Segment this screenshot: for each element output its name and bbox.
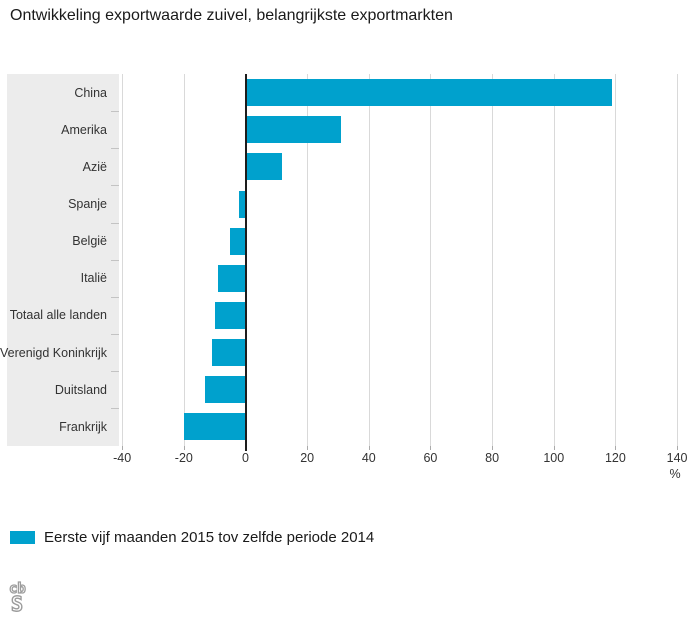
x-axis-tick-60 — [430, 446, 432, 450]
x-tick-label-40: 40 — [361, 451, 376, 465]
row-boundary-tick — [111, 185, 119, 187]
x-tick-label--40: -40 — [113, 451, 132, 465]
gridline-40 — [368, 74, 370, 446]
bar-verenigd-koninkrijk — [211, 339, 246, 367]
legend-label: Eerste vijf maanden 2015 tov zelfde peri… — [44, 529, 375, 546]
row-boundary-tick — [111, 222, 119, 224]
x-axis-tick-80 — [492, 446, 494, 450]
zero-axis-line — [244, 74, 247, 451]
bar-azië — [245, 153, 283, 181]
category-label-spanje: Spanje — [68, 197, 107, 212]
bar-totaal-alle-landen — [214, 301, 246, 329]
gridline--40 — [122, 74, 124, 446]
category-label-belgië: België — [72, 234, 107, 249]
x-tick-label-80: 80 — [485, 451, 500, 465]
x-tick-label-60: 60 — [423, 451, 438, 465]
gridline-80 — [492, 74, 494, 446]
bar-frankrijk — [183, 413, 246, 441]
row-boundary-tick — [111, 111, 119, 113]
category-axis-panel: China Amerika Azië Spanje België Italië Totaal… — [0, 74, 119, 446]
bar-italië — [217, 264, 246, 292]
cbs-logo-s: S — [11, 592, 23, 614]
category-label-italië: Italië — [80, 271, 107, 286]
bar-spanje — [239, 190, 246, 218]
x-tick-label-20: 20 — [300, 451, 315, 465]
row-boundary-tick — [111, 296, 119, 298]
category-label-azië: Azië — [82, 159, 107, 174]
category-label-amerika: Amerika — [61, 122, 107, 137]
row-boundary-tick — [111, 334, 119, 336]
chart-title: Ontwikkeling exportwaarde zuivel, belang… — [10, 7, 453, 24]
x-axis-tick-120 — [615, 446, 617, 450]
cbs-logo: cb S — [8, 580, 26, 614]
category-label-duitsland: Duitsland — [54, 382, 107, 397]
bar-amerika — [245, 116, 342, 144]
row-boundary-tick — [111, 408, 119, 410]
gridline-100 — [553, 74, 555, 446]
gridline-20 — [307, 74, 309, 446]
bar-china — [245, 79, 613, 107]
bar-belgië — [230, 227, 246, 255]
x-axis-tick-100 — [553, 446, 555, 450]
gridline-120 — [615, 74, 617, 446]
legend-swatch — [10, 531, 35, 544]
gridline-140 — [677, 74, 679, 446]
legend: Eerste vijf maanden 2015 tov zelfde peri… — [10, 529, 374, 546]
x-axis-tick--20 — [183, 446, 185, 450]
gridline--20 — [183, 74, 185, 446]
category-label-totaal-alle-landen: Totaal alle landen — [9, 308, 107, 323]
gridline-60 — [430, 74, 432, 446]
cbs-logo-cb: cb — [9, 581, 26, 597]
x-axis-tick-40 — [368, 446, 370, 450]
category-label-frankrijk: Frankrijk — [59, 419, 107, 434]
category-label-verenigd-koninkrijk: Verenigd Koninkrijk — [0, 345, 107, 360]
x-axis-tick-20 — [307, 446, 309, 450]
plot-area — [119, 74, 681, 451]
row-boundary-tick — [111, 371, 119, 373]
x-tick-label--20: -20 — [174, 451, 193, 465]
x-tick-label-100: 100 — [543, 451, 565, 465]
row-boundary-tick — [111, 259, 119, 261]
category-label-china: China — [74, 85, 107, 100]
row-boundary-tick — [111, 148, 119, 150]
x-axis-tick-140 — [677, 446, 679, 450]
bar-duitsland — [205, 376, 246, 404]
x-tick-label-120: 120 — [604, 451, 626, 465]
x-tick-label-140: 140 — [666, 451, 688, 465]
x-axis-tick--40 — [122, 446, 124, 450]
x-axis-unit-label: % — [669, 467, 681, 481]
x-tick-label-0: 0 — [242, 451, 249, 465]
x-axis: -40 -20 0 20 40 60 80 100 120 140 — [113, 451, 687, 467]
